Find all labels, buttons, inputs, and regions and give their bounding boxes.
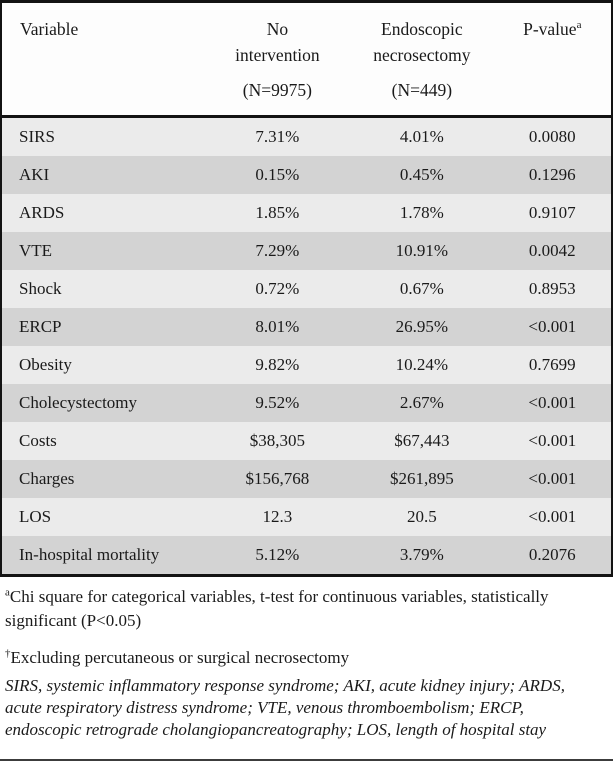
header-no-intervention-line1: No bbox=[266, 19, 289, 39]
cell-endoscopic: $261,895 bbox=[389, 469, 454, 488]
header-endoscopic-line1: Endoscopic bbox=[381, 19, 463, 39]
footnote-dagger-marker: † bbox=[5, 647, 11, 660]
cell-p-value: 0.0080 bbox=[528, 127, 576, 146]
cell-p-value: <0.001 bbox=[528, 317, 577, 336]
footnote-dagger: †Excluding percutaneous or surgical necr… bbox=[5, 646, 580, 670]
table-row: In-hospital mortality 5.12% 3.79% 0.2076 bbox=[1, 536, 612, 577]
cell-no-intervention: 8.01% bbox=[255, 317, 300, 336]
table-row: ERCP 8.01% 26.95% <0.001 bbox=[1, 308, 612, 346]
table-row: LOS 12.3 20.5 <0.001 bbox=[1, 498, 612, 536]
cell-variable: ERCP bbox=[19, 317, 62, 336]
cell-variable: Obesity bbox=[19, 355, 72, 374]
table-row: Costs $38,305 $67,443 <0.001 bbox=[1, 422, 612, 460]
footnote-a-marker: a bbox=[5, 586, 10, 599]
cell-p-value: 0.9107 bbox=[528, 203, 576, 222]
cell-p-value: 0.2076 bbox=[493, 536, 612, 577]
cell-endoscopic: 0.45% bbox=[399, 165, 444, 184]
footnote-a-text: Chi square for categorical variables, t-… bbox=[5, 587, 549, 630]
cell-variable: Cholecystectomy bbox=[19, 393, 138, 412]
header-p-value-label: P-value bbox=[523, 19, 577, 39]
header-variable-label: Variable bbox=[20, 19, 79, 39]
header-no-intervention-n: (N=9975) bbox=[242, 80, 312, 100]
header-row: Variable No intervention (N=9975) Endosc… bbox=[1, 1, 612, 118]
header-endoscopic-line2: necrosectomy bbox=[373, 45, 471, 65]
header-endoscopic-n: (N=449) bbox=[391, 80, 453, 100]
comparison-table: Variable No intervention (N=9975) Endosc… bbox=[0, 0, 613, 577]
cell-no-intervention: 5.12% bbox=[204, 536, 351, 577]
cell-no-intervention: $38,305 bbox=[249, 431, 306, 450]
cell-endoscopic: $67,443 bbox=[394, 431, 450, 450]
bottom-rule bbox=[0, 759, 613, 761]
cell-no-intervention: 0.72% bbox=[255, 279, 300, 298]
table-footnotes: aChi square for categorical variables, t… bbox=[0, 577, 613, 741]
header-variable: Variable bbox=[1, 1, 205, 118]
cell-variable: VTE bbox=[19, 241, 53, 260]
cell-endoscopic: 1.78% bbox=[399, 203, 444, 222]
footnote-a: aChi square for categorical variables, t… bbox=[5, 585, 580, 633]
cell-p-value: 0.7699 bbox=[528, 355, 576, 374]
cell-no-intervention: 1.85% bbox=[255, 203, 300, 222]
cell-variable: SIRS bbox=[19, 127, 55, 146]
table-body: SIRS 7.31% 4.01% 0.0080 AKI 0.15% 0.45% … bbox=[1, 116, 612, 577]
cell-endoscopic: 3.79% bbox=[350, 536, 494, 577]
cell-no-intervention: 9.82% bbox=[255, 355, 300, 374]
cell-endoscopic: 10.91% bbox=[395, 241, 449, 260]
cell-variable: Costs bbox=[19, 431, 57, 450]
table-row: Cholecystectomy 9.52% 2.67% <0.001 bbox=[1, 384, 612, 422]
cell-p-value: <0.001 bbox=[528, 469, 577, 488]
cell-endoscopic: 10.24% bbox=[395, 355, 449, 374]
table-header: Variable No intervention (N=9975) Endosc… bbox=[1, 1, 612, 118]
table-row: SIRS 7.31% 4.01% 0.0080 bbox=[1, 116, 612, 156]
cell-no-intervention: 12.3 bbox=[262, 507, 293, 526]
cell-endoscopic: 26.95% bbox=[395, 317, 449, 336]
header-endoscopic: Endoscopic necrosectomy (N=449) bbox=[350, 1, 494, 118]
table-row: ARDS 1.85% 1.78% 0.9107 bbox=[1, 194, 612, 232]
p-value-footnote-marker: a bbox=[576, 19, 582, 32]
cell-variable: In-hospital mortality bbox=[1, 536, 205, 577]
cell-p-value: 0.8953 bbox=[528, 279, 576, 298]
table-row: Obesity 9.82% 10.24% 0.7699 bbox=[1, 346, 612, 384]
cell-endoscopic: 0.67% bbox=[399, 279, 444, 298]
table-row: VTE 7.29% 10.91% 0.0042 bbox=[1, 232, 612, 270]
table-row: Shock 0.72% 0.67% 0.8953 bbox=[1, 270, 612, 308]
abbreviations-note: SIRS, systemic inflammatory response syn… bbox=[5, 676, 565, 739]
cell-endoscopic: 4.01% bbox=[399, 127, 444, 146]
cell-p-value: <0.001 bbox=[528, 393, 577, 412]
table-row: Charges $156,768 $261,895 <0.001 bbox=[1, 460, 612, 498]
cell-endoscopic: 20.5 bbox=[406, 507, 437, 526]
cell-endoscopic: 2.67% bbox=[399, 393, 444, 412]
cell-p-value: <0.001 bbox=[528, 431, 577, 450]
cell-p-value: <0.001 bbox=[528, 507, 577, 526]
header-no-intervention: No intervention (N=9975) bbox=[204, 1, 351, 118]
cell-variable: Charges bbox=[19, 469, 75, 488]
header-p-value: P-valuea bbox=[493, 1, 612, 118]
cell-variable: Shock bbox=[19, 279, 62, 298]
footnote-dagger-text: Excluding percutaneous or surgical necro… bbox=[10, 648, 350, 667]
table-row: AKI 0.15% 0.45% 0.1296 bbox=[1, 156, 612, 194]
cell-variable: LOS bbox=[19, 507, 52, 526]
cell-variable: AKI bbox=[19, 165, 50, 184]
header-no-intervention-line2: intervention bbox=[235, 45, 320, 65]
cell-no-intervention: 0.15% bbox=[255, 165, 300, 184]
cell-p-value: 0.1296 bbox=[528, 165, 576, 184]
cell-no-intervention: 9.52% bbox=[255, 393, 300, 412]
cell-no-intervention: 7.29% bbox=[255, 241, 300, 260]
cell-variable: ARDS bbox=[19, 203, 65, 222]
cell-p-value: 0.0042 bbox=[528, 241, 576, 260]
cell-no-intervention: $156,768 bbox=[245, 469, 310, 488]
cell-no-intervention: 7.31% bbox=[255, 127, 300, 146]
